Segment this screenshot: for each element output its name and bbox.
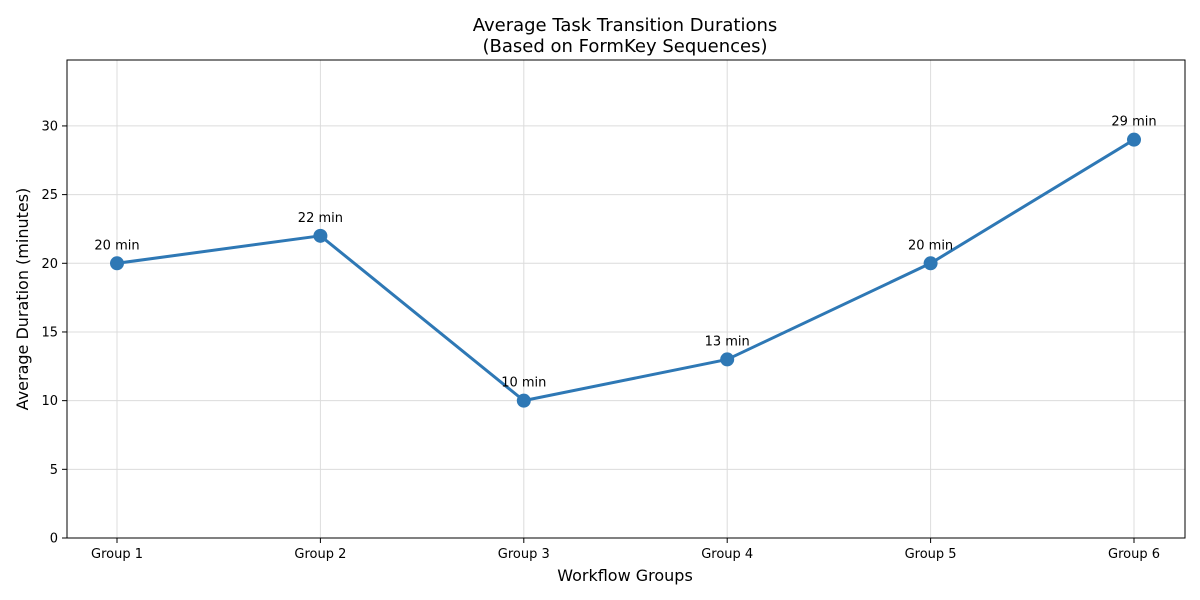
plot-frame (66, 59, 1186, 539)
data-label: 13 min (705, 334, 750, 349)
x-axis-ticks: Group 1 Group 2 Group 3 Group 4 Group 5 Group… (91, 538, 1160, 562)
y-axis-ticks: 0 5 10 15 20 25 30 (41, 119, 67, 547)
chart-title-line1: Average Task Transition Durations (473, 15, 778, 36)
y-tick-label: 15 (41, 325, 58, 340)
x-tick-label: Group 4 (701, 547, 753, 562)
x-tick-label: Group 5 (905, 547, 957, 562)
y-axis-label: Average Duration (minutes) (13, 188, 32, 411)
data-point (923, 256, 938, 271)
x-axis-label: Workflow Groups (557, 566, 693, 585)
data-label: 29 min (1111, 115, 1156, 130)
data-label: 20 min (908, 238, 953, 253)
y-tick-label: 5 (50, 463, 58, 478)
x-tick-label: Group 1 (91, 547, 143, 562)
data-label: 20 min (94, 238, 139, 253)
y-tick-label: 20 (41, 257, 58, 272)
grid (67, 60, 1185, 539)
data-points (110, 132, 1141, 408)
data-label: 22 min (298, 211, 343, 226)
data-label: 10 min (501, 376, 546, 391)
data-point (1127, 132, 1141, 147)
y-tick-label: 10 (41, 394, 58, 409)
x-tick-label: Group 2 (294, 547, 346, 562)
chart-title-line2: (Based on FormKey Sequences) (482, 36, 767, 57)
data-point (110, 256, 124, 271)
data-labels: 20 min 22 min 10 min 13 min 20 min 29 min (94, 115, 1156, 391)
data-point (516, 393, 531, 408)
y-tick-label: 0 (50, 532, 58, 547)
x-tick-label: Group 6 (1108, 547, 1160, 562)
data-point (720, 352, 735, 367)
series-line (116, 138, 1135, 403)
x-tick-label: Group 3 (498, 547, 550, 562)
y-tick-label: 30 (41, 119, 58, 134)
data-point (313, 228, 328, 243)
y-tick-label: 25 (41, 188, 58, 203)
